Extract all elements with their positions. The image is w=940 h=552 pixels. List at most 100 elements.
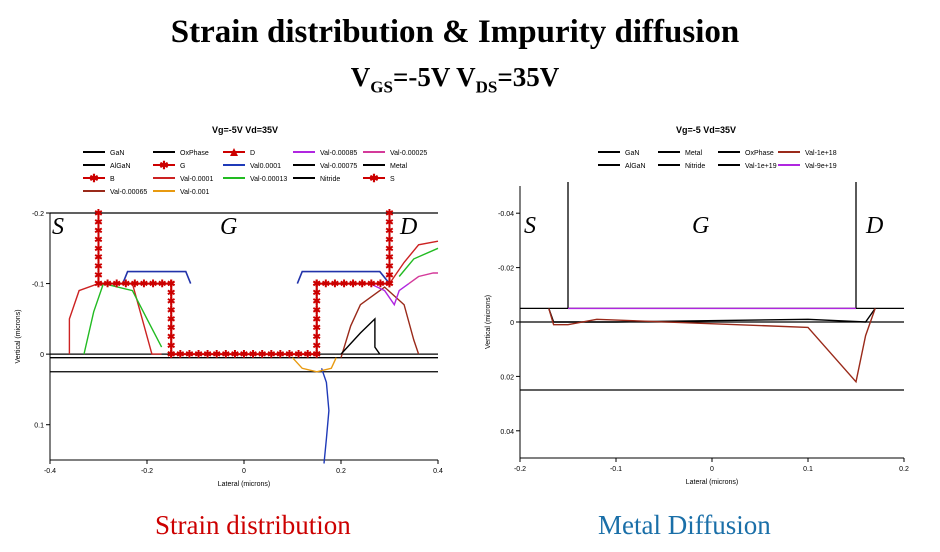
electrode-marker: ✱ <box>313 350 322 361</box>
electrode-marker: ✱ <box>258 350 267 361</box>
electrode-marker: ✱ <box>313 279 322 290</box>
region-label: S <box>52 214 64 240</box>
electrode-marker: ✱ <box>167 332 176 343</box>
electrode-marker: ✱ <box>94 209 103 220</box>
x-tick-label: 0.2 <box>336 468 346 475</box>
series-line <box>388 240 439 284</box>
x-tick-label: 0.2 <box>899 466 909 473</box>
legend-label: D <box>250 150 255 157</box>
electrode-marker: ✱ <box>294 350 303 361</box>
x-axis-label: Lateral (microns) <box>686 479 739 486</box>
x-tick-label: 0.4 <box>433 468 443 475</box>
vgs-value: =-5V <box>392 62 457 92</box>
caption-strain: Strain distribution <box>155 510 351 540</box>
x-axis-label: Lateral (microns) <box>218 481 271 488</box>
electrode-marker: ✱ <box>267 350 276 361</box>
electrode-marker: ✱ <box>385 261 394 272</box>
electrode-marker: ✱ <box>313 306 322 317</box>
electrode-marker: ✱ <box>94 226 103 237</box>
electrode-marker: ✱ <box>285 350 294 361</box>
legend-label: Nitride <box>685 163 705 170</box>
electrode-marker: ✱ <box>322 279 331 290</box>
legend-marker: ✱ <box>159 160 168 172</box>
electrode-marker: ✱ <box>385 235 394 246</box>
electrode-marker: ✱ <box>349 279 358 290</box>
vgs-label: V <box>350 62 371 92</box>
electrode-marker: ✱ <box>167 306 176 317</box>
electrode-marker: ✱ <box>158 279 167 290</box>
vds-subscript: DS <box>475 77 498 97</box>
electrode-marker: ✱ <box>340 279 349 290</box>
electrode-marker: ✱ <box>385 270 394 281</box>
legend-label: Metal <box>685 150 703 157</box>
legend-label: Val-1e+18 <box>805 150 837 157</box>
legend-label: S <box>390 176 395 183</box>
legend-label: Val-0.00025 <box>390 150 427 157</box>
legend-label: B <box>110 176 115 183</box>
electrode-marker: ✱ <box>385 217 394 228</box>
page-subtitle: VGS=-5V VDS=35V <box>0 62 910 97</box>
y-tick-label: -0.04 <box>498 211 514 218</box>
y-tick-label: 0 <box>40 352 44 359</box>
electrode-marker: ✱ <box>213 350 222 361</box>
legend-label: Val-1e+19 <box>745 163 777 170</box>
series-line <box>548 308 876 384</box>
x-tick-label: 0.1 <box>803 466 813 473</box>
electrode-marker: ✱ <box>167 279 176 290</box>
electrode-marker: ✱ <box>94 279 103 290</box>
nitride-outline <box>296 270 391 285</box>
legend-label: Val-0.0001 <box>180 176 213 183</box>
electrode-marker: ✱ <box>313 323 322 334</box>
region-label: D <box>865 213 883 239</box>
legend-label: Val0.0001 <box>250 163 281 170</box>
y-tick-label: -0.02 <box>498 266 514 273</box>
vds-value: =35V <box>497 62 560 92</box>
x-tick-label: -0.1 <box>610 466 622 473</box>
electrode-marker: ✱ <box>94 235 103 246</box>
electrode-marker: ✱ <box>140 279 149 290</box>
electrode-marker: ✱ <box>222 350 231 361</box>
legend-label: Val-0.00085 <box>320 150 357 157</box>
electrode-marker: ✱ <box>313 341 322 352</box>
legend-label: AlGaN <box>625 163 646 170</box>
electrode-marker: ✱ <box>367 279 376 290</box>
electrode-marker: ✱ <box>94 261 103 272</box>
series-line <box>369 282 410 307</box>
x-tick-label: -0.2 <box>514 466 526 473</box>
legend-label: OxPhase <box>180 150 209 157</box>
electrode-marker: ✱ <box>167 297 176 308</box>
electrode-marker: ✱ <box>313 332 322 343</box>
electrode-marker: ✱ <box>94 253 103 264</box>
electrode-marker: ✱ <box>185 350 194 361</box>
electrode-marker: ✱ <box>167 288 176 299</box>
y-tick-label: 0 <box>510 320 514 327</box>
series-line <box>320 368 330 464</box>
series-line <box>68 282 162 355</box>
legend-marker <box>230 148 238 156</box>
metal-diffusion-chart: Vg=-5 Vd=35V GaN Metal OxPhase Val-1e+18 AlGa… <box>485 125 909 486</box>
vgs-subscript: GS <box>370 77 393 97</box>
legend-label: Val-0.001 <box>180 189 210 196</box>
series-line <box>291 357 337 373</box>
electrode-marker: ✱ <box>240 350 249 361</box>
electrode-marker: ✱ <box>313 279 322 290</box>
electrode-marker: ✱ <box>385 209 394 220</box>
electrode-marker: ✱ <box>203 350 212 361</box>
x-tick-label: 0 <box>242 468 246 475</box>
electrode-marker: ✱ <box>385 226 394 237</box>
electrode-marker: ✱ <box>313 314 322 325</box>
legend-label: Val-0.00065 <box>110 189 147 196</box>
electrode-marker: ✱ <box>194 350 203 361</box>
electrode-marker: ✱ <box>313 288 322 299</box>
legend-marker: ✱ <box>369 173 378 185</box>
electrode-marker: ✱ <box>176 350 185 361</box>
electrode-marker: ✱ <box>385 279 394 290</box>
series-line <box>398 247 439 277</box>
electrode-marker: ✱ <box>167 314 176 325</box>
x-tick-label: -0.2 <box>141 468 153 475</box>
series-line <box>340 317 381 355</box>
region-label: G <box>692 213 709 239</box>
legend-label: Nitride <box>320 176 340 183</box>
electrode-marker: ✱ <box>94 244 103 255</box>
electrode-marker: ✱ <box>94 279 103 290</box>
